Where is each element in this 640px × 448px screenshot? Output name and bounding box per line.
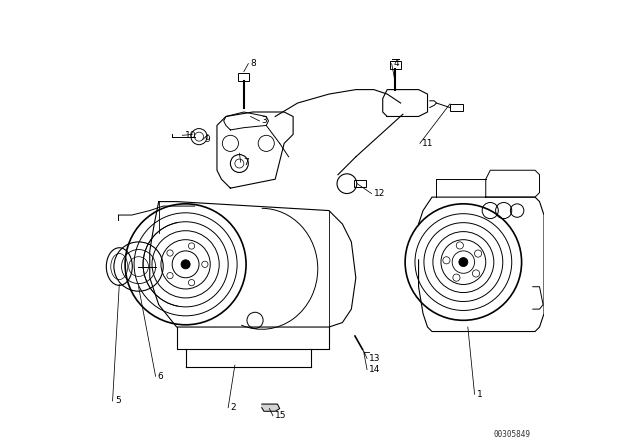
Text: 5: 5 — [115, 396, 120, 405]
Text: 6: 6 — [158, 372, 164, 381]
Text: 9: 9 — [205, 135, 211, 144]
Circle shape — [459, 258, 468, 267]
Text: 8: 8 — [251, 59, 256, 68]
Text: 4: 4 — [394, 59, 399, 68]
Bar — [239, 73, 249, 81]
Text: 00305849: 00305849 — [493, 430, 531, 439]
Text: 12: 12 — [374, 189, 385, 198]
Text: 10: 10 — [185, 131, 196, 140]
Text: 13: 13 — [369, 354, 381, 363]
Text: 3: 3 — [262, 116, 268, 125]
Text: 14: 14 — [369, 365, 381, 374]
Text: 7: 7 — [243, 158, 249, 167]
Text: 15: 15 — [275, 411, 287, 420]
Text: 2: 2 — [230, 403, 236, 412]
Circle shape — [181, 260, 190, 269]
Bar — [390, 61, 401, 69]
Bar — [450, 104, 463, 111]
Text: 1: 1 — [477, 390, 483, 399]
Polygon shape — [262, 404, 280, 411]
Text: 11: 11 — [422, 139, 434, 148]
Bar — [353, 180, 366, 187]
